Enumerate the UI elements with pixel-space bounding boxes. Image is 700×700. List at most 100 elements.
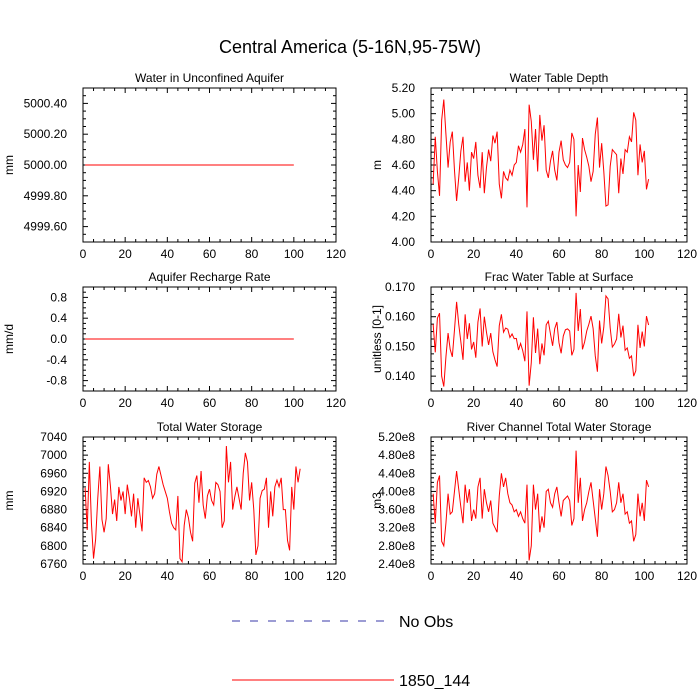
x-tick-label: 120 <box>677 247 697 261</box>
y-tick-label: 2.80e8 <box>378 539 415 553</box>
y-tick-label: 0.150 <box>385 339 415 353</box>
x-tick-label: 120 <box>326 569 346 583</box>
y-tick-label: -0.4 <box>46 353 67 367</box>
x-tick-label: 20 <box>467 569 481 583</box>
chart-title: River Channel Total Water Storage <box>467 420 652 434</box>
y-tick-label: 5.20e8 <box>378 430 415 444</box>
x-tick-label: 80 <box>245 569 259 583</box>
panels: Water in Unconfined Aquifer 0 20 40 60 80 100 1… <box>2 71 697 583</box>
x-tick-label: 80 <box>595 569 609 583</box>
series-line-1850-144 <box>84 446 301 564</box>
y-tick-label: 0.170 <box>385 280 415 294</box>
y-tick-label: 0.0 <box>50 332 67 346</box>
chart-panel-3: Aquifer Recharge Rate 0 20 40 60 80 100 120 -0.8… <box>2 270 346 410</box>
chart-title: Total Water Storage <box>157 420 263 434</box>
y-tick-label: 4.60 <box>392 158 416 172</box>
y-tick-label: 4.00 <box>392 235 416 249</box>
y-tick-label: 0.4 <box>50 311 67 325</box>
x-tick-label: 20 <box>118 569 132 583</box>
y-tick-label: 5000.40 <box>24 96 68 110</box>
y-tick-label: 4.80 <box>392 132 416 146</box>
x-tick-label: 80 <box>245 247 259 261</box>
x-tick-label: 120 <box>326 396 346 410</box>
x-tick-label: 60 <box>552 569 566 583</box>
y-tick-label: 0.140 <box>385 369 415 383</box>
y-tick-label: 4999.60 <box>24 220 68 234</box>
y-tick-label: 2.40e8 <box>378 557 415 571</box>
x-tick-label: 100 <box>634 247 654 261</box>
plot-frame <box>430 87 688 243</box>
x-tick-label: 80 <box>245 396 259 410</box>
x-tick-label: 0 <box>80 396 87 410</box>
chart-panel-6: River Channel Total Water Storage 0 20 40 60… <box>370 420 697 583</box>
chart-title: Water in Unconfined Aquifer <box>135 71 284 85</box>
series-line-1850-144 <box>432 450 650 561</box>
y-tick-label: 6840 <box>40 521 67 535</box>
y-tick-label: 4.40 <box>392 184 416 198</box>
x-tick-label: 0 <box>80 569 87 583</box>
y-tick-label: 6800 <box>40 539 67 553</box>
x-tick-label: 40 <box>510 569 524 583</box>
chart-panel-4: Frac Water Table at Surface 0 20 40 60 80 100 1… <box>370 270 697 410</box>
x-tick-label: 60 <box>552 247 566 261</box>
chart-panel-5: Total Water Storage 0 20 40 60 80 100 120 6760 68… <box>2 420 346 583</box>
x-tick-label: 100 <box>634 569 654 583</box>
y-axis-label: unitless [0-1] <box>370 305 384 373</box>
y-tick-label: 6960 <box>40 466 67 480</box>
series-line-1850-144 <box>432 292 650 387</box>
y-tick-label: 7000 <box>40 448 67 462</box>
y-tick-label: 6920 <box>40 484 67 498</box>
x-tick-label: 80 <box>595 247 609 261</box>
y-tick-label: 4.20 <box>392 209 416 223</box>
x-tick-label: 40 <box>510 247 524 261</box>
y-tick-label: 4.00e8 <box>378 484 415 498</box>
y-tick-label: 5000.00 <box>24 158 68 172</box>
x-tick-label: 0 <box>80 247 87 261</box>
y-tick-label: 4.80e8 <box>378 448 415 462</box>
chart-panel-1: Water in Unconfined Aquifer 0 20 40 60 80 100 1… <box>2 71 346 261</box>
y-tick-label: 3.20e8 <box>378 521 415 535</box>
y-tick-label: 7040 <box>40 430 67 444</box>
x-tick-label: 120 <box>677 396 697 410</box>
x-tick-label: 0 <box>428 396 435 410</box>
y-tick-label: 3.60e8 <box>378 503 415 517</box>
y-tick-label: 5.00 <box>392 107 416 121</box>
x-tick-label: 40 <box>161 396 175 410</box>
x-tick-label: 100 <box>284 247 304 261</box>
x-tick-label: 120 <box>677 569 697 583</box>
legend-label-1850-144: 1850_144 <box>399 673 470 690</box>
x-tick-label: 80 <box>595 396 609 410</box>
legend-label-no-obs: No Obs <box>399 614 453 631</box>
y-tick-label: 0.8 <box>50 290 67 304</box>
figure-title: Central America (5-16N,95-75W) <box>219 37 481 57</box>
y-axis-label: mm/d <box>2 324 16 354</box>
x-tick-label: 60 <box>203 396 217 410</box>
x-tick-label: 20 <box>467 247 481 261</box>
y-axis-label: mm <box>2 491 16 511</box>
x-tick-label: 20 <box>118 247 132 261</box>
x-tick-label: 20 <box>118 396 132 410</box>
y-tick-label: 6880 <box>40 503 67 517</box>
y-tick-label: 5.20 <box>392 81 416 95</box>
y-tick-label: -0.8 <box>46 374 67 388</box>
y-tick-label: 0.160 <box>385 310 415 324</box>
x-tick-label: 60 <box>203 247 217 261</box>
y-tick-label: 5000.20 <box>24 127 68 141</box>
y-tick-label: 6760 <box>40 557 67 571</box>
chart-title: Frac Water Table at Surface <box>485 270 634 284</box>
x-tick-label: 60 <box>552 396 566 410</box>
x-tick-label: 100 <box>284 569 304 583</box>
chart-panel-2: Water Table Depth 0 20 40 60 80 100 120 4.00 4.20… <box>370 71 697 261</box>
legend: No Obs 1850_144 <box>232 614 470 690</box>
y-axis-label: m3 <box>370 492 384 509</box>
y-tick-label: 4999.80 <box>24 189 68 203</box>
series-line-1850-144 <box>432 99 650 217</box>
x-tick-label: 0 <box>428 247 435 261</box>
x-tick-label: 40 <box>161 247 175 261</box>
x-tick-label: 120 <box>326 247 346 261</box>
x-tick-label: 40 <box>161 569 175 583</box>
y-tick-label: 4.40e8 <box>378 466 415 480</box>
y-axis-label: mm <box>2 155 16 175</box>
chart-title: Aquifer Recharge Rate <box>148 270 270 284</box>
